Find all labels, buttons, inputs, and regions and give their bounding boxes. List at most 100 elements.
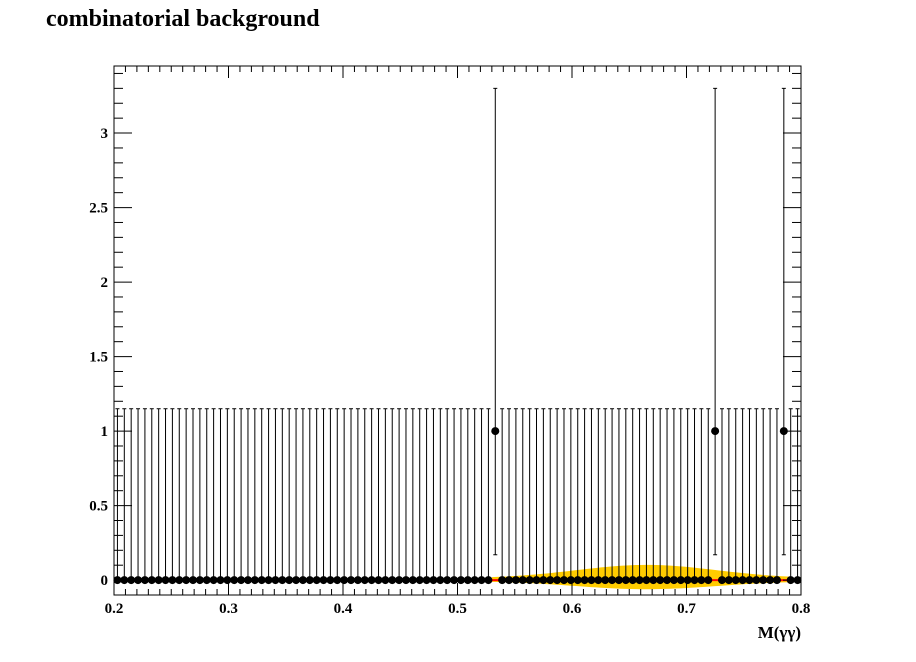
data-point (436, 576, 445, 585)
data-point (298, 576, 307, 585)
data-point (168, 576, 177, 585)
data-point (580, 576, 589, 585)
data-point (546, 576, 555, 585)
data-point (621, 576, 630, 585)
data-point (559, 576, 568, 585)
data-point (477, 576, 486, 585)
data-point (147, 576, 156, 585)
data-point (250, 576, 259, 585)
axis-ticks-layer (113, 66, 802, 595)
x-tick-label: 0.6 (563, 601, 582, 617)
data-point (408, 576, 417, 585)
y-tick-label: 3 (101, 126, 109, 142)
data-point (635, 576, 644, 585)
data-point (319, 576, 328, 585)
data-point (367, 576, 376, 585)
data-point (690, 576, 699, 585)
data-point (642, 576, 651, 585)
data-point (209, 576, 218, 585)
data-point (511, 576, 520, 585)
error-bars-layer (115, 87, 800, 581)
data-point (415, 576, 424, 585)
data-point (738, 576, 747, 585)
data-point (525, 576, 534, 585)
data-point (731, 576, 740, 585)
x-tick-label: 0.3 (219, 601, 238, 617)
data-point (422, 576, 431, 585)
data-point (649, 576, 658, 585)
data-point (663, 576, 672, 585)
y-tick-label: 0.5 (89, 499, 108, 515)
data-point (450, 576, 459, 585)
x-axis-title: M(γγ) (758, 623, 801, 642)
data-points-layer (113, 427, 802, 585)
data-point (230, 576, 239, 585)
data-point (505, 576, 514, 585)
data-point (257, 576, 266, 585)
data-point (484, 576, 493, 585)
data-point (772, 576, 781, 585)
data-point (140, 576, 149, 585)
data-point (587, 576, 596, 585)
data-point (271, 576, 280, 585)
data-point (333, 576, 342, 585)
data-point (745, 576, 754, 585)
data-point (292, 576, 301, 585)
data-point (388, 576, 397, 585)
data-point (175, 576, 184, 585)
data-point (182, 576, 191, 585)
x-tick-label: 0.5 (448, 601, 467, 617)
data-point (326, 576, 335, 585)
data-point (429, 576, 438, 585)
y-tick-label: 0 (101, 573, 109, 589)
data-point (656, 576, 665, 585)
data-point (539, 576, 548, 585)
data-point (594, 576, 603, 585)
data-point (443, 576, 452, 585)
data-point (697, 576, 706, 585)
data-point (202, 576, 211, 585)
data-point (532, 576, 541, 585)
data-point (134, 576, 143, 585)
data-point (463, 576, 472, 585)
x-tick-label: 0.7 (677, 601, 696, 617)
data-point (456, 576, 465, 585)
data-point (518, 576, 527, 585)
x-tick-label: 0.8 (792, 601, 811, 617)
y-tick-label: 2 (101, 275, 109, 291)
data-point (711, 427, 720, 436)
data-point (628, 576, 637, 585)
data-point (704, 576, 713, 585)
data-point (491, 427, 500, 436)
data-point (401, 576, 410, 585)
plot-frame (113, 65, 802, 596)
data-point (724, 576, 733, 585)
data-point (683, 576, 692, 585)
data-point (189, 576, 198, 585)
data-point (676, 576, 685, 585)
data-point (614, 576, 623, 585)
y-tick-labels: 0 0.5 1 1.5 2 2.5 3 (89, 126, 108, 589)
data-point (353, 576, 362, 585)
data-point (237, 576, 246, 585)
data-point (195, 576, 204, 585)
data-point (766, 576, 775, 585)
data-point (340, 576, 349, 585)
data-point (395, 576, 404, 585)
data-point (216, 576, 225, 585)
data-point (312, 576, 321, 585)
data-point (752, 576, 761, 585)
data-point (161, 576, 170, 585)
data-point (305, 576, 314, 585)
data-point (347, 576, 356, 585)
data-point (470, 576, 479, 585)
y-tick-label: 1 (101, 424, 109, 440)
data-point (553, 576, 562, 585)
data-point (566, 576, 575, 585)
data-point (285, 576, 294, 585)
x-tick-labels: 0.2 0.3 0.4 0.5 0.6 0.7 0.8 (105, 601, 811, 617)
data-point (573, 576, 582, 585)
data-point (278, 576, 287, 585)
data-point (601, 576, 610, 585)
